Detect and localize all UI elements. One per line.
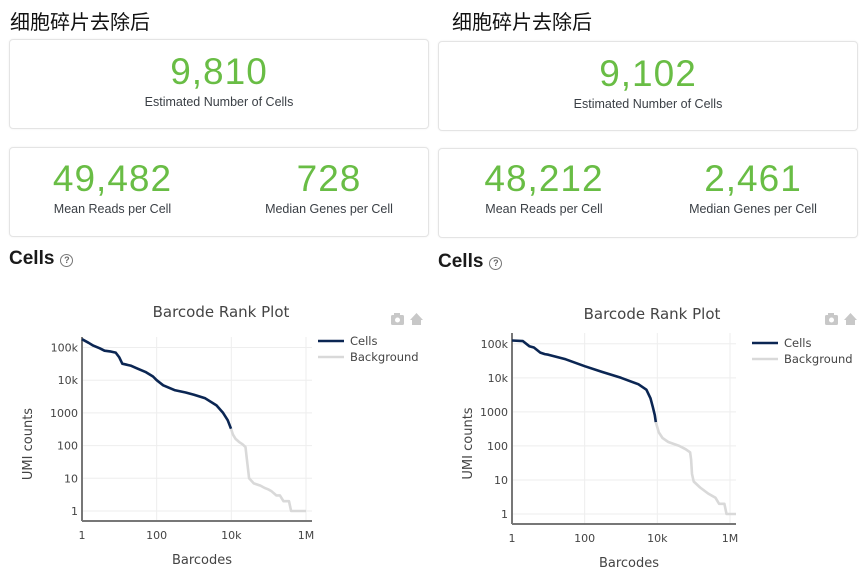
cells-heading: Cells?	[9, 248, 74, 270]
metric-mean-reads: 49,482 Mean Reads per Cell	[10, 159, 215, 217]
barcode-rank-plot[interactable]: Barcode Rank Plot 1 10 100 1000 10k 100k 1 100 10…	[0, 279, 430, 579]
metric-label: Estimated Number of Cells	[144, 95, 294, 109]
metric-estimated-cells: 9,102 Estimated Number of Cells	[439, 54, 857, 112]
home-roof	[410, 313, 423, 320]
metric-value: 2,461	[704, 158, 802, 199]
x-axis-label: Barcodes	[599, 556, 659, 571]
y-tick-label: 10	[64, 472, 78, 485]
section-title: 细胞碎片去除后	[10, 10, 150, 34]
metric-value: 728	[296, 158, 362, 199]
x-axis-label: Barcodes	[172, 553, 232, 568]
metric-median-genes: 2,461 Median Genes per Cell	[649, 159, 857, 217]
y-tick-label: 100k	[51, 342, 79, 355]
x-tick-label: 10k	[221, 529, 242, 542]
series-line-cells	[511, 339, 658, 423]
estimated-cells-card: 9,810 Estimated Number of Cells	[9, 39, 429, 129]
y-tick-label: 10k	[488, 372, 509, 385]
metric-label: Median Genes per Cell	[689, 202, 817, 216]
chart-title: Barcode Rank Plot	[584, 305, 721, 323]
legend-label: Cells	[350, 334, 378, 348]
reads-genes-card: 49,482 Mean Reads per Cell 728 Median Ge…	[9, 147, 429, 237]
y-axis-label: UMI counts	[461, 407, 476, 479]
chart-title: Barcode Rank Plot	[153, 303, 290, 321]
legend-label: Cells	[784, 336, 812, 350]
cells-heading-text: Cells	[438, 251, 484, 272]
y-tick-label: 100	[57, 440, 78, 453]
legend-label: Background	[784, 352, 853, 366]
x-tick-label: 1	[79, 529, 86, 542]
series-line-background	[229, 428, 306, 513]
home-icon[interactable]	[410, 313, 423, 325]
estimated-cells-card: 9,102 Estimated Number of Cells	[438, 41, 858, 131]
camera-icon[interactable]	[825, 313, 838, 325]
help-icon[interactable]: ?	[60, 254, 74, 267]
home-base	[412, 319, 421, 325]
y-tick-label: 1000	[480, 406, 508, 419]
metric-mean-reads: 48,212 Mean Reads per Cell	[439, 159, 649, 217]
camera-top	[394, 313, 400, 316]
y-tick-label: 10	[494, 474, 508, 487]
metric-median-genes: 728 Median Genes per Cell	[230, 159, 428, 217]
x-tick-label: 1	[509, 532, 516, 545]
camera-top	[828, 313, 834, 316]
x-tick-label: 1M	[298, 529, 315, 542]
panel-left: 细胞碎片去除后 9,810 Estimated Number of Cells …	[0, 0, 430, 579]
series-line-background	[654, 421, 736, 516]
barcode-rank-plot[interactable]: Barcode Rank Plot 1 10 100 1000 10k 100k 1 100 10…	[434, 279, 864, 579]
metric-value: 9,102	[599, 53, 697, 94]
metric-estimated-cells: 9,810 Estimated Number of Cells	[10, 52, 428, 110]
series-line-cells	[81, 338, 233, 430]
metric-label: Median Genes per Cell	[265, 202, 393, 216]
y-tick-label: 100	[487, 440, 508, 453]
home-icon[interactable]	[844, 313, 857, 325]
y-tick-label: 100k	[481, 338, 509, 351]
camera-lens	[829, 317, 834, 323]
metric-label: Mean Reads per Cell	[485, 202, 603, 216]
y-tick-label: 1	[71, 505, 78, 518]
metric-value: 49,482	[52, 158, 173, 199]
cells-heading-text: Cells	[9, 248, 55, 269]
metric-value: 48,212	[484, 158, 604, 199]
reads-genes-card: 48,212 Mean Reads per Cell 2,461 Median …	[438, 148, 858, 238]
x-tick-label: 1M	[722, 532, 739, 545]
home-roof	[844, 313, 857, 320]
panel-right: 细胞碎片去除后 9,102 Estimated Number of Cells …	[434, 0, 864, 579]
metric-label: Estimated Number of Cells	[573, 97, 723, 111]
legend-label: Background	[350, 350, 419, 364]
camera-icon[interactable]	[391, 313, 404, 325]
x-tick-label: 10k	[647, 532, 668, 545]
home-base	[846, 319, 855, 325]
camera-lens	[395, 317, 400, 323]
x-tick-label: 100	[146, 529, 167, 542]
y-tick-label: 10k	[58, 374, 79, 387]
metric-value: 9,810	[170, 51, 268, 92]
section-title: 细胞碎片去除后	[452, 10, 592, 34]
help-icon[interactable]: ?	[489, 257, 503, 270]
cells-heading: Cells?	[438, 251, 503, 273]
y-axis-label: UMI counts	[21, 408, 36, 480]
metric-label: Mean Reads per Cell	[53, 202, 172, 216]
y-tick-label: 1	[501, 508, 508, 521]
y-tick-label: 1000	[50, 407, 78, 420]
x-tick-label: 100	[574, 532, 595, 545]
